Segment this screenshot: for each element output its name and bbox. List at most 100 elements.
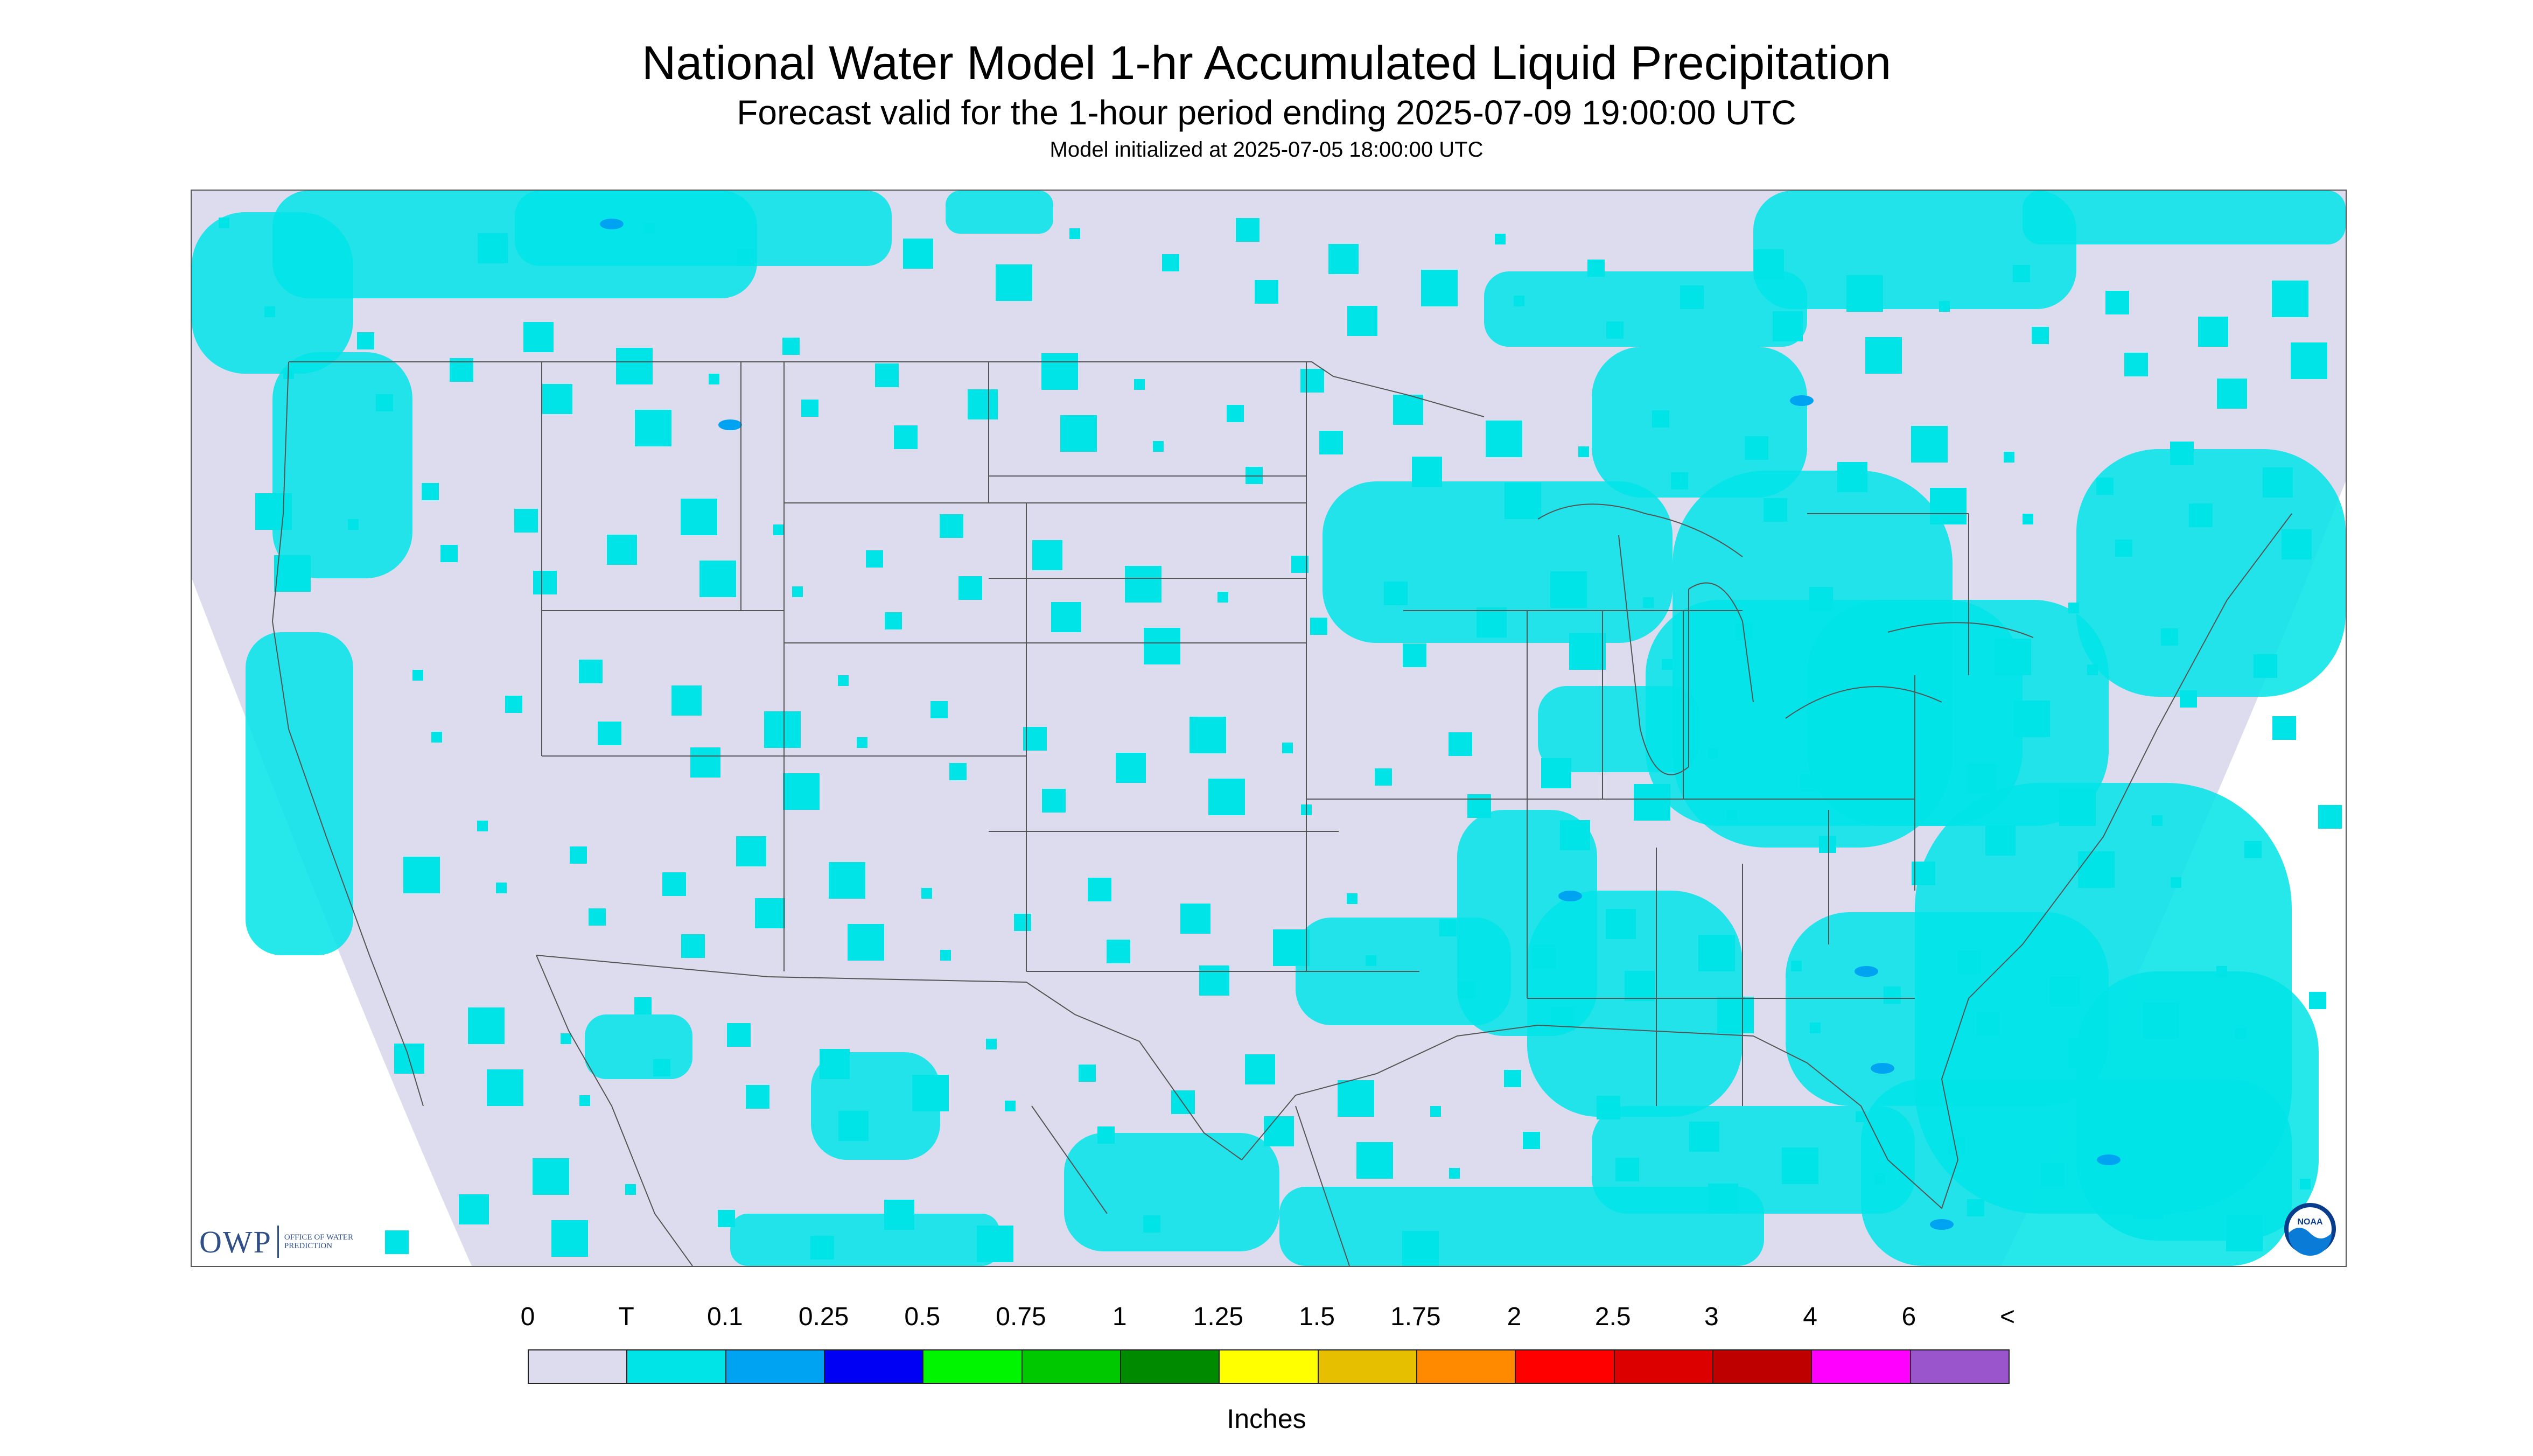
precip-cell: [1458, 981, 1475, 998]
precip-cell: [1143, 1215, 1160, 1233]
legend-swatch: [1121, 1350, 1220, 1383]
precip-cell: [930, 701, 948, 718]
precip-cell: [2068, 603, 2079, 613]
precip-cell: [1107, 940, 1130, 963]
precip-cell: [459, 1194, 489, 1224]
precip-cell: [1338, 1080, 1374, 1117]
precip-cell: [1403, 643, 1426, 667]
precip-cell: [1449, 1168, 1460, 1179]
precip-cell: [783, 773, 820, 810]
precip-cell: [996, 264, 1032, 301]
precip-cell: [1097, 1126, 1115, 1144]
precip-cell: [635, 410, 671, 446]
precip-cell: [1477, 607, 1507, 638]
precip-cell: [681, 499, 717, 535]
legend-tick-label: 1: [1112, 1303, 1127, 1331]
precip-cell: [1587, 260, 1605, 277]
precipitation-map: [191, 190, 2347, 1267]
precip-cell: [274, 555, 311, 592]
precip-cell: [2207, 1153, 2244, 1189]
legend-swatch: [1516, 1350, 1615, 1383]
precip-cell: [542, 384, 572, 414]
legend-swatch: [923, 1350, 1023, 1383]
legend-tick-labels: 0 T 0.1 0.25 0.5 0.75 1 1.25 1.5 1.75 2 2.5 3 4 6 <: [0, 1302, 2533, 1334]
precip-cell: [1634, 784, 1670, 821]
great-lakes: [1537, 503, 2034, 775]
precip-cell: [1310, 618, 1327, 635]
precip-cell-moderate: [2097, 1154, 2121, 1165]
legend-tick-label: <: [1999, 1303, 2016, 1331]
precip-cell: [616, 348, 653, 384]
precip-cell: [255, 493, 292, 530]
precip-cell: [1144, 628, 1180, 664]
precip-cell: [736, 836, 766, 866]
precip-cell: [2309, 992, 2326, 1009]
legend-tick-label: 0.75: [996, 1303, 1046, 1331]
map-title: National Water Model 1-hr Accumulated Li…: [641, 36, 1892, 89]
precip-cell: [1356, 1142, 1393, 1179]
precip-cell: [1412, 457, 1442, 487]
precip-cell: [792, 586, 803, 597]
precip-cell: [2041, 1163, 2065, 1187]
precip-cell: [2300, 1179, 2311, 1189]
precip-cell: [2032, 327, 2049, 344]
legend-swatch: [726, 1350, 825, 1383]
precip-cell: [1550, 571, 1587, 608]
precip-cell: [2226, 1215, 2263, 1251]
precip-cell: [940, 514, 963, 538]
precip-cell: [1828, 649, 1852, 673]
precip-cell: [2115, 1127, 2145, 1157]
state-lines: [541, 362, 1969, 1106]
precip-cell: [496, 883, 507, 893]
precip-cell: [773, 524, 784, 535]
precip-cell: [1125, 566, 1161, 603]
precip-cell: [2198, 317, 2228, 347]
owp-logo: OWP OFFICE OF WATER PREDICTION: [199, 1223, 365, 1260]
state-boundaries: [271, 361, 2292, 1266]
precip-area: [192, 212, 353, 374]
precip-cell: [1014, 914, 1031, 931]
precip-cell: [1930, 488, 1967, 524]
precip-cell: [1300, 369, 1324, 393]
legend-swatch: [1220, 1350, 1319, 1383]
precip-area: [272, 352, 412, 578]
precip-area: [1592, 347, 1807, 498]
precip-cell: [634, 997, 652, 1014]
legend-tick-label: 6: [1901, 1303, 1916, 1331]
precip-cell: [838, 675, 849, 686]
precip-cell: [1180, 904, 1210, 934]
legend-tick-label: 0: [520, 1303, 535, 1331]
precip-cell: [1088, 878, 1111, 901]
precip-cell: [1874, 1173, 1885, 1184]
precip-cell: [1995, 639, 2031, 675]
precip-cell: [1569, 633, 1606, 670]
owp-logo-text: OWP: [199, 1224, 272, 1259]
noaa-logo-text: NOAA: [2297, 1217, 2323, 1227]
precip-cell: [746, 1085, 769, 1109]
precip-cell: [671, 685, 702, 716]
precip-cell: [718, 1210, 735, 1227]
precip-cell: [1532, 945, 1556, 969]
precip-cell: [2217, 379, 2247, 409]
precip-area: [1646, 600, 2023, 826]
legend-swatch: [1022, 1350, 1121, 1383]
precip-cell: [2216, 966, 2227, 977]
precip-cell: [1375, 768, 1392, 786]
precip-cell: [1134, 379, 1145, 390]
precip-cell: [1486, 421, 1522, 457]
precip-cell: [431, 732, 442, 743]
precip-cell-moderate: [1558, 891, 1582, 901]
precip-area: [1064, 1133, 1279, 1251]
precip-cell: [533, 571, 557, 594]
precip-cell: [1523, 1132, 1540, 1149]
precip-area: [1527, 891, 1743, 1117]
precip-area: [1484, 271, 1807, 347]
precip-cell: [607, 535, 637, 565]
precip-area: [1861, 1079, 2292, 1266]
precip-cell: [903, 239, 933, 269]
legend-swatch: [1417, 1350, 1516, 1383]
precip-cell: [412, 670, 423, 681]
precip-cell: [977, 1226, 1013, 1262]
precip-cell: [551, 1220, 588, 1257]
precip-cell: [1671, 472, 1688, 489]
